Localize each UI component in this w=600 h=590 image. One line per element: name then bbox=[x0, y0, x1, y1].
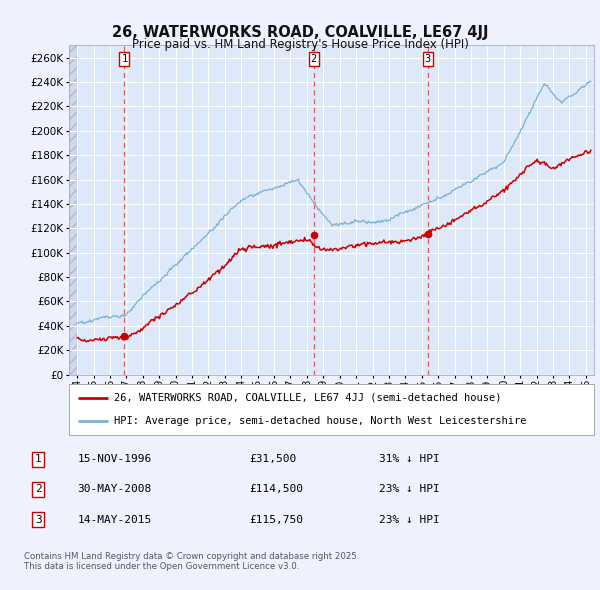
Text: 26, WATERWORKS ROAD, COALVILLE, LE67 4JJ (semi-detached house): 26, WATERWORKS ROAD, COALVILLE, LE67 4JJ… bbox=[113, 392, 501, 402]
Text: 2: 2 bbox=[310, 54, 317, 64]
Text: 1: 1 bbox=[121, 54, 128, 64]
Text: 15-NOV-1996: 15-NOV-1996 bbox=[77, 454, 152, 464]
Text: HPI: Average price, semi-detached house, North West Leicestershire: HPI: Average price, semi-detached house,… bbox=[113, 417, 526, 427]
Text: 30-MAY-2008: 30-MAY-2008 bbox=[77, 484, 152, 494]
Text: 31% ↓ HPI: 31% ↓ HPI bbox=[379, 454, 440, 464]
Text: £115,750: £115,750 bbox=[250, 514, 304, 525]
Text: 26, WATERWORKS ROAD, COALVILLE, LE67 4JJ: 26, WATERWORKS ROAD, COALVILLE, LE67 4JJ bbox=[112, 25, 488, 40]
Text: 3: 3 bbox=[35, 514, 41, 525]
Text: £114,500: £114,500 bbox=[250, 484, 304, 494]
Text: Contains HM Land Registry data © Crown copyright and database right 2025.
This d: Contains HM Land Registry data © Crown c… bbox=[24, 552, 359, 571]
Text: 23% ↓ HPI: 23% ↓ HPI bbox=[379, 514, 440, 525]
Text: Price paid vs. HM Land Registry's House Price Index (HPI): Price paid vs. HM Land Registry's House … bbox=[131, 38, 469, 51]
Text: £31,500: £31,500 bbox=[250, 454, 297, 464]
Text: 1: 1 bbox=[35, 454, 41, 464]
Text: 2: 2 bbox=[35, 484, 41, 494]
Text: 23% ↓ HPI: 23% ↓ HPI bbox=[379, 484, 440, 494]
Text: 14-MAY-2015: 14-MAY-2015 bbox=[77, 514, 152, 525]
Text: 3: 3 bbox=[425, 54, 431, 64]
